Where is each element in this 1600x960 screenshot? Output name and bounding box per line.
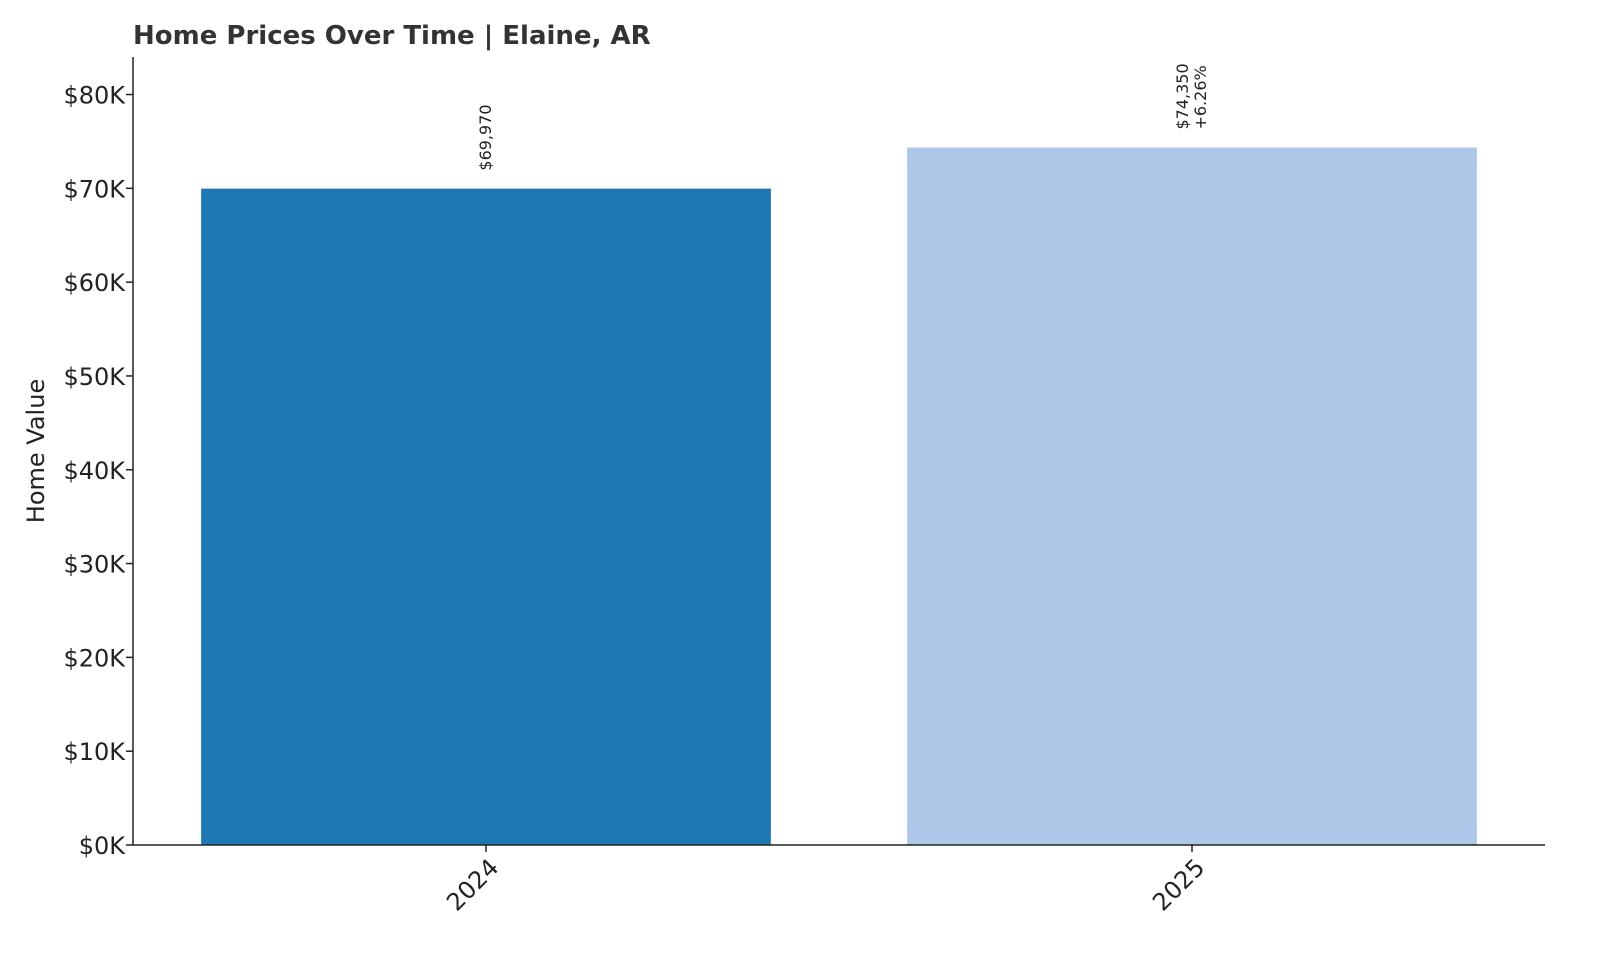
y-tick-label: $80K (63, 82, 126, 110)
y-tick-label: $70K (63, 175, 126, 203)
bar (907, 147, 1477, 845)
y-tick-label: $60K (63, 269, 126, 297)
y-tick-label: $20K (63, 644, 126, 672)
x-tick-label: 2025 (1147, 853, 1210, 916)
y-tick-label: $30K (63, 551, 126, 579)
y-tick-label: $50K (63, 363, 126, 391)
y-tick-label: $10K (63, 738, 126, 766)
value-label: +6.26% (1191, 65, 1210, 129)
x-tick-label: 2024 (441, 853, 504, 916)
bar (201, 188, 771, 846)
y-axis-label: Home Value (22, 379, 50, 523)
value-label: $69,970 (476, 104, 495, 170)
y-tick-label: $0K (79, 832, 127, 860)
chart-title: Home Prices Over Time | Elaine, AR (133, 21, 651, 51)
y-tick-label: $40K (63, 457, 126, 485)
value-label: $74,350 (1173, 63, 1192, 129)
